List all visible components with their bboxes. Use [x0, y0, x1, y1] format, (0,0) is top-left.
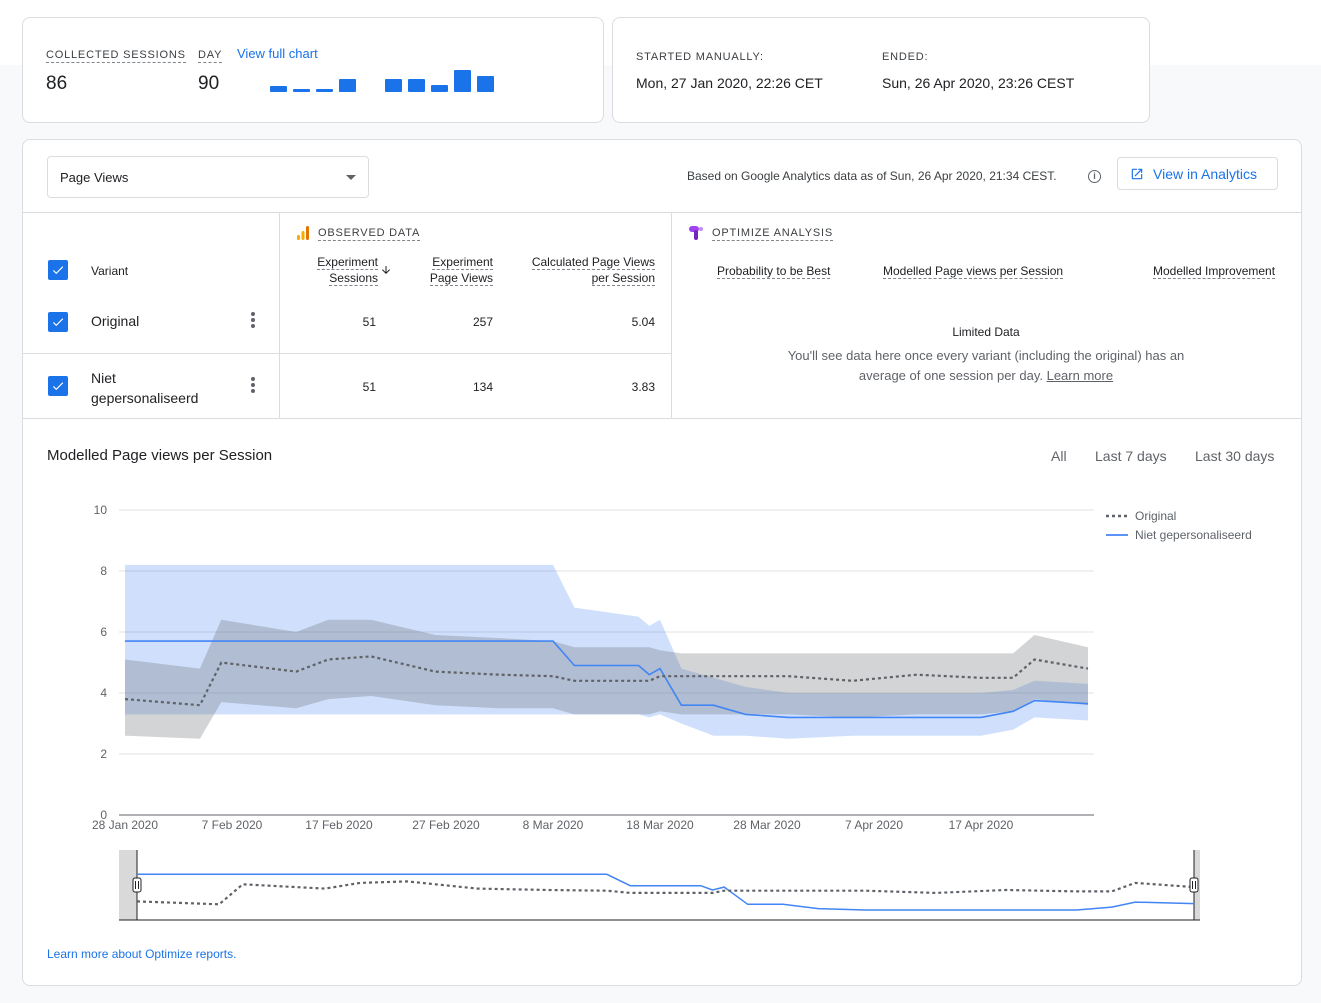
chart-title: Modelled Page views per Session — [47, 447, 273, 464]
observed-data-label: OBSERVED DATA — [318, 227, 421, 241]
col-calculated-pageviews[interactable]: Calculated Page Views per Session — [495, 254, 655, 286]
view-in-analytics-button[interactable]: View in Analytics — [1117, 157, 1278, 190]
variant-name-line1: Niet — [91, 370, 116, 386]
day-value: 90 — [198, 73, 220, 94]
divider — [23, 212, 1301, 213]
col-probability-best[interactable]: Probability to be Best — [717, 264, 831, 279]
variant-name: Niet gepersonaliseerd — [91, 368, 198, 408]
sparkline-bar — [408, 78, 425, 92]
variant-name: Original — [91, 313, 140, 329]
variant-name-line2: gepersonaliseerd — [91, 390, 199, 406]
col-modelled-improvement[interactable]: Modelled Improvement — [1153, 264, 1276, 279]
cell-pageviews: 134 — [472, 380, 493, 394]
collected-sessions-value: 86 — [46, 73, 68, 94]
more-vert-icon[interactable] — [251, 312, 255, 332]
collected-sessions-label: COLLECTED SESSIONS — [46, 49, 186, 63]
sparkline-bar — [477, 75, 494, 92]
view-in-analytics-label: View in Analytics — [1153, 166, 1258, 182]
col-pageviews-line2: Page Views — [429, 271, 493, 286]
col-modelled-pageviews[interactable]: Modelled Page views per Session — [883, 264, 1064, 279]
more-vert-icon[interactable] — [251, 377, 255, 397]
limited-data-text: You'll see data here once every variant … — [671, 346, 1301, 386]
open-in-new-icon — [1130, 167, 1144, 186]
ended-value: Sun, 26 Apr 2020, 23:26 CEST — [882, 75, 1075, 91]
variant-header: Variant — [91, 264, 129, 278]
data-note: Based on Google Analytics data as of Sun… — [687, 169, 1057, 183]
col-pageviews-line1: Experiment — [432, 255, 493, 270]
learn-more-link[interactable]: Learn more — [1046, 368, 1114, 383]
range-all-button[interactable]: All — [1051, 448, 1067, 464]
range-last-30-button[interactable]: Last 30 days — [1195, 448, 1275, 464]
cell-pageviews: 257 — [472, 315, 493, 329]
col-sessions-line2: Sessions — [329, 271, 378, 286]
optimize-analysis-label: OPTIMIZE ANALYSIS — [712, 227, 833, 241]
optimize-icon — [689, 226, 703, 240]
row-divider — [23, 353, 671, 354]
col-experiment-pageviews[interactable]: Experiment Page Views — [373, 254, 493, 286]
col-calc-line2: per Session — [591, 271, 655, 286]
cell-sessions: 51 — [362, 380, 376, 394]
col-calc-line1: Calculated Page Views — [531, 255, 655, 270]
view-full-chart-link[interactable]: View full chart — [237, 46, 318, 61]
variant-checkbox[interactable] — [48, 376, 68, 396]
day-label: DAY — [198, 49, 223, 63]
limited-data-line1: You'll see data here once every variant … — [787, 348, 1185, 363]
select-all-checkbox[interactable] — [48, 260, 68, 280]
analytics-icon — [297, 226, 309, 240]
column-divider — [279, 213, 280, 418]
sparkline-bar — [339, 78, 356, 92]
footer-learn-more-link[interactable]: Learn more about Optimize reports. — [47, 947, 237, 961]
sort-arrow-down-icon[interactable] — [380, 264, 392, 276]
sparkline-bar — [454, 69, 471, 92]
day-sparkline — [270, 62, 530, 92]
summary-card: COLLECTED SESSIONS 86 DAY 90 View full c… — [22, 17, 604, 123]
limited-data-line2: average of one session per day. — [858, 368, 1043, 383]
report-card: Page Views Based on Google Analytics dat… — [22, 139, 1302, 986]
cell-calc: 3.83 — [631, 380, 655, 394]
timing-card: STARTED MANUALLY: Mon, 27 Jan 2020, 22:2… — [612, 17, 1150, 123]
chevron-down-icon — [346, 175, 356, 180]
started-label: STARTED MANUALLY: — [636, 51, 764, 63]
started-value: Mon, 27 Jan 2020, 22:26 CET — [636, 75, 823, 91]
divider — [23, 418, 1301, 419]
info-icon[interactable]: i — [1088, 170, 1101, 183]
col-sessions-line1: Experiment — [317, 255, 378, 270]
metric-select[interactable]: Page Views — [47, 156, 369, 198]
sparkline-bar — [316, 89, 333, 92]
col-experiment-sessions[interactable]: Experiment Sessions — [258, 254, 378, 286]
ended-label: ENDED: — [882, 51, 929, 63]
metric-select-value: Page Views — [60, 170, 129, 185]
sparkline-bar — [385, 78, 402, 92]
limited-data-title: Limited Data — [952, 325, 1020, 339]
sparkline-bar — [431, 84, 448, 92]
cell-sessions: 51 — [362, 315, 376, 329]
variant-checkbox[interactable] — [48, 312, 68, 332]
sparkline-bar — [270, 86, 287, 92]
range-last-7-button[interactable]: Last 7 days — [1095, 448, 1167, 464]
cell-calc: 5.04 — [631, 315, 655, 329]
sparkline-bar — [293, 89, 310, 92]
column-divider — [671, 213, 672, 418]
